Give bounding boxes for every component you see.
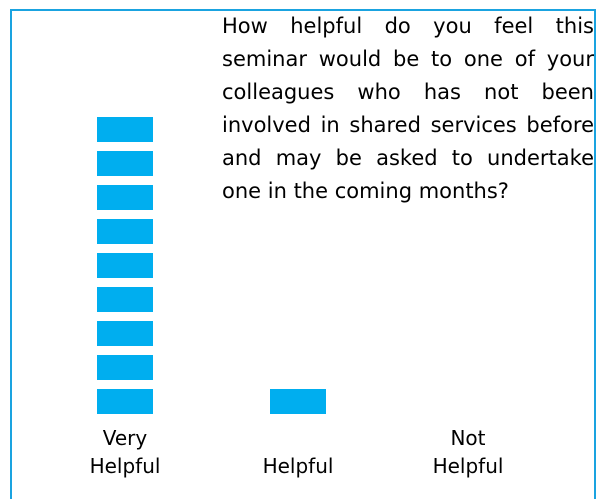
- x-tick-label: Not Helpful: [432, 426, 504, 478]
- bar-block: [97, 389, 153, 414]
- x-tick-label: Helpful: [262, 454, 334, 478]
- chart-title: How helpful do you feel this seminar wou…: [222, 14, 594, 203]
- bar-block: [270, 389, 326, 414]
- bar-block: [97, 185, 153, 210]
- bar-block: [97, 219, 153, 244]
- page: {"chart_data": {"type": "bar", "title": …: [10, 9, 596, 499]
- bar-block: [97, 151, 153, 176]
- bar-block: [97, 355, 153, 380]
- bar-block: [97, 321, 153, 346]
- frame: [10, 9, 596, 499]
- bar-block: [97, 117, 153, 142]
- x-tick-label: Very Helpful: [89, 426, 161, 478]
- bar-block: [97, 287, 153, 312]
- bar-block: [97, 253, 153, 278]
